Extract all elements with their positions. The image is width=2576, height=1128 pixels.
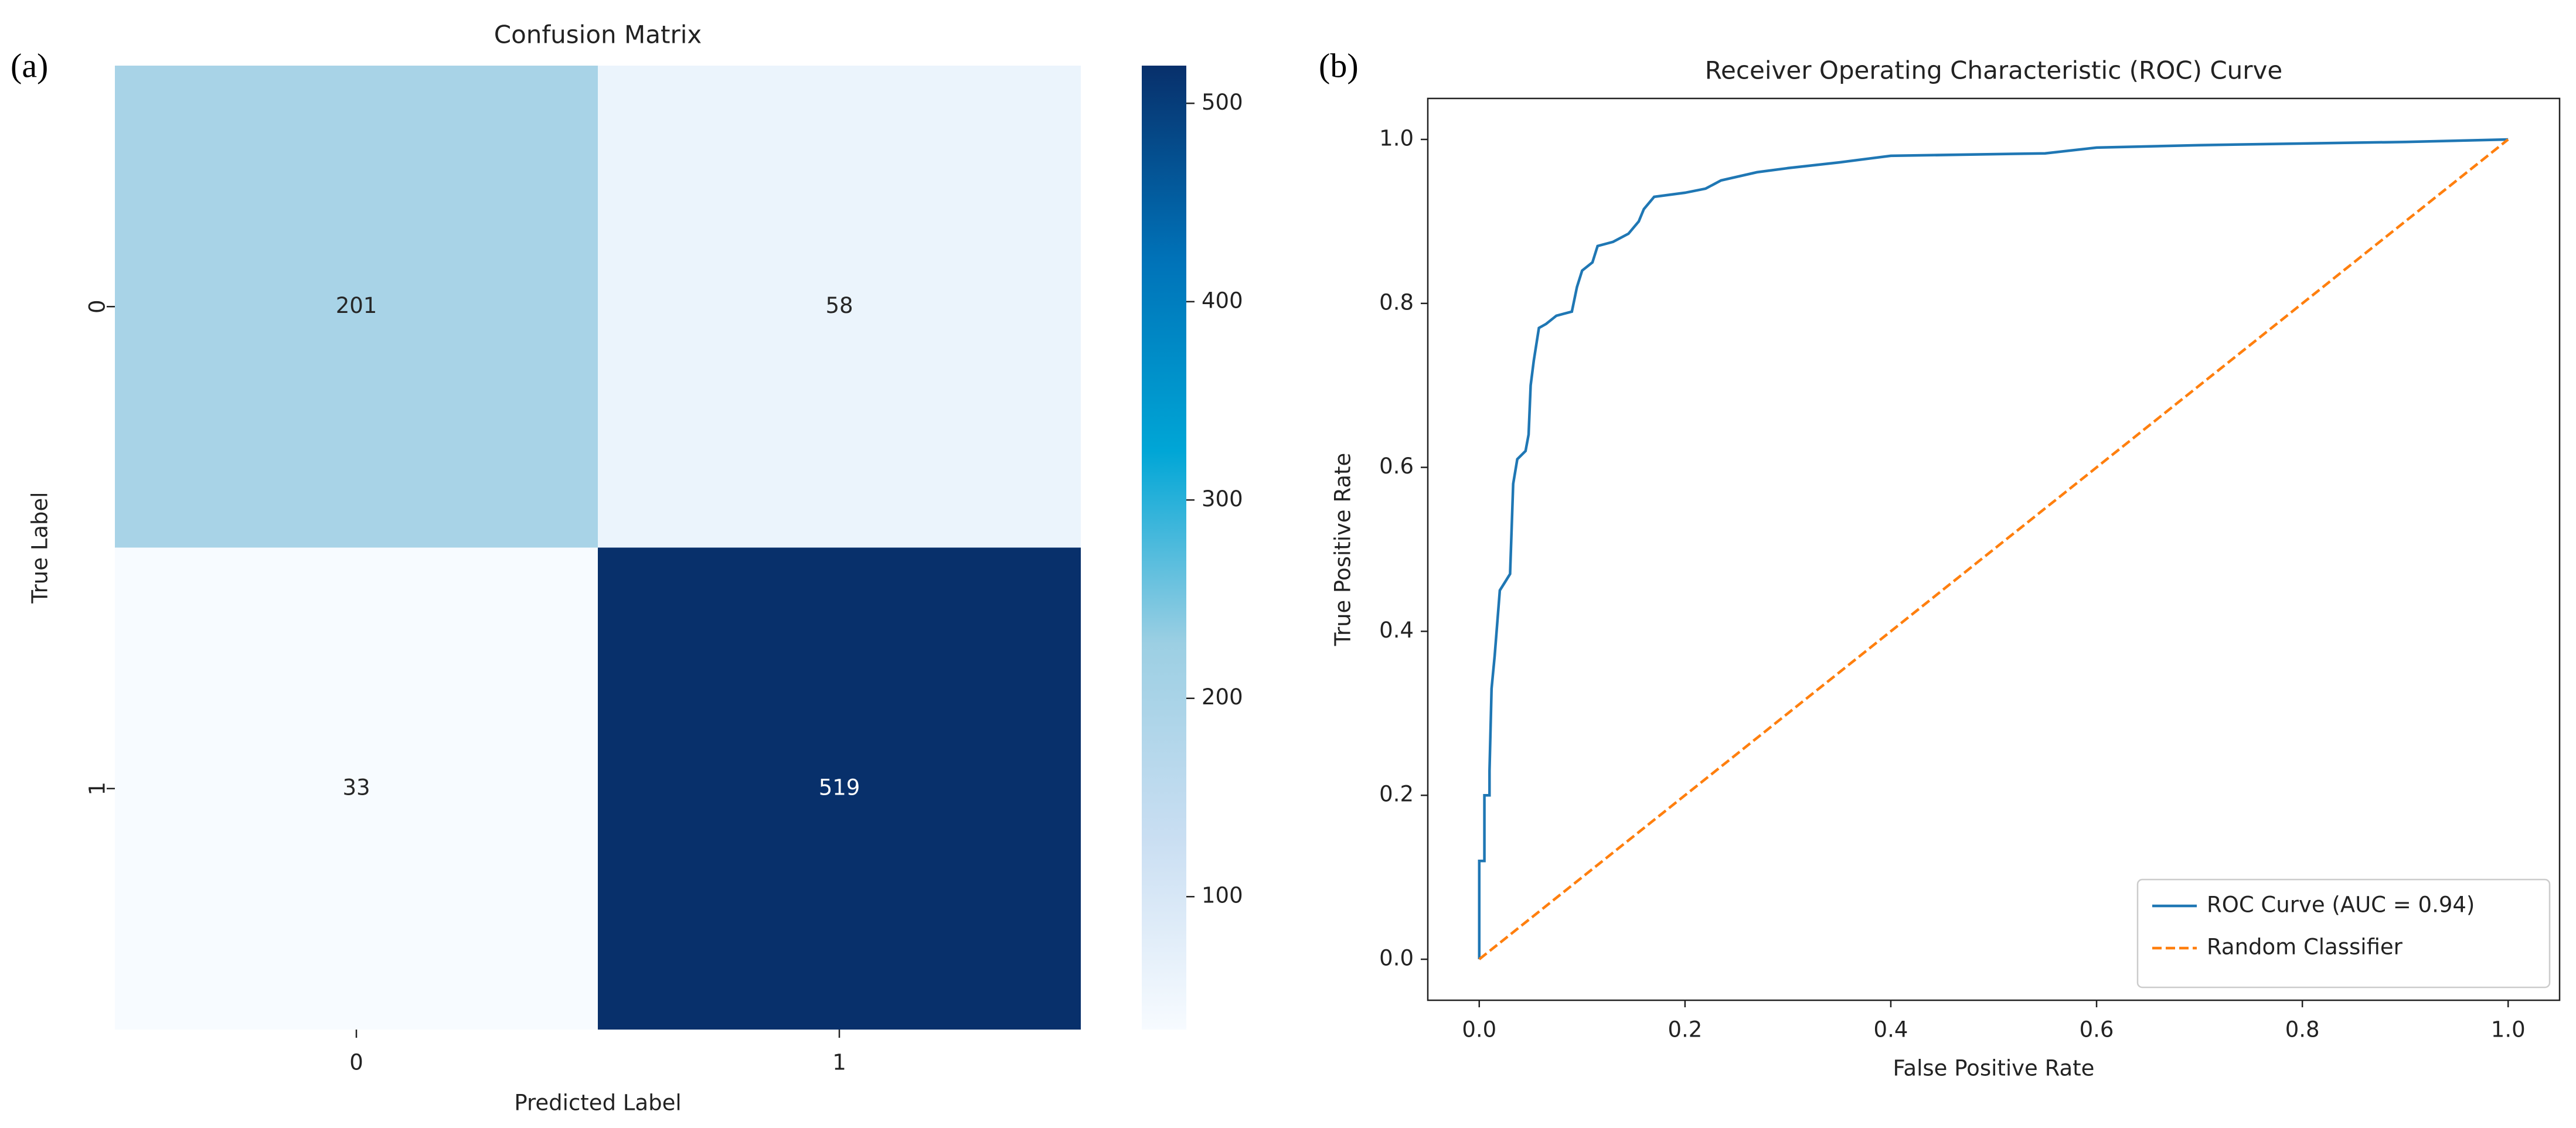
y-tick-label: 0.2 [1379,782,1414,807]
y-tick-label: 0.8 [1379,289,1414,315]
y-axis-label: True Label [28,492,53,604]
legend-label: Random Classifier [2207,935,2403,960]
colorbar-tick-label: 300 [1202,486,1243,512]
panel-label: (b) [1319,46,1359,84]
cell-label: 33 [342,775,370,800]
colorbar [1142,66,1186,1030]
heatmap-cell [115,66,598,548]
chart-title: Confusion Matrix [494,21,702,49]
cell-label: 201 [336,293,377,318]
x-tick-label: 1.0 [2491,1017,2526,1042]
x-tick-label: 0.2 [1668,1017,1702,1042]
y-tick-label: 0.4 [1379,618,1414,643]
panel-label: (a) [11,46,48,84]
x-tick-label: 0.8 [2285,1017,2320,1042]
legend-label: ROC Curve (AUC = 0.94) [2207,892,2475,918]
heatmap-cell [598,66,1081,548]
heatmap-cell [115,547,598,1030]
x-tick-label: 1 [832,1050,846,1075]
legend-box [2136,878,2551,989]
series-line [1478,138,2509,959]
y-tick-label: 1.0 [1379,125,1414,151]
x-axis-label: Predicted Label [514,1090,681,1116]
x-tick-label: 0.6 [2080,1017,2114,1042]
chart-title: Receiver Operating Characteristic (ROC) … [1705,56,2282,85]
y-tick-label: 0 [85,299,110,313]
x-tick-label: 0 [349,1050,363,1075]
plot-frame [1427,97,2561,1001]
colorbar-tick-label: 200 [1202,684,1243,710]
colorbar-tick-label: 400 [1202,288,1243,313]
x-tick-label: 0.4 [1874,1017,1908,1042]
y-tick-label: 0.6 [1379,454,1414,479]
y-axis-label: True Positive Rate [1330,453,1356,647]
x-axis-label: False Positive Rate [1893,1056,2095,1081]
cell-label: 58 [825,293,853,318]
colorbar-tick-label: 500 [1202,90,1243,115]
series-line [1478,138,2509,960]
x-tick-label: 0.0 [1462,1017,1496,1042]
cell-label: 519 [819,775,860,800]
y-tick-label: 1 [85,782,110,796]
heatmap-cell [598,547,1081,1030]
colorbar-tick-label: 100 [1202,883,1243,908]
y-tick-label: 0.0 [1379,946,1414,971]
